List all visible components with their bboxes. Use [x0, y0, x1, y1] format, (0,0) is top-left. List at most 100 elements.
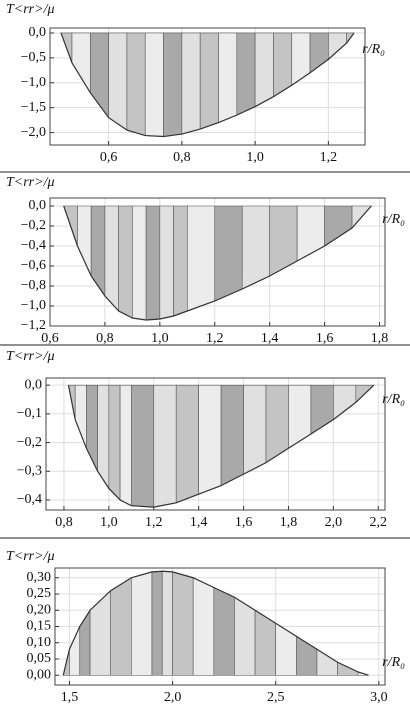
- stripe: [108, 384, 121, 501]
- y-tick-label: 0,15: [27, 619, 52, 634]
- stripe: [153, 384, 177, 508]
- x-tick-label: 0,8: [96, 331, 114, 346]
- x-tick-label: 1,6: [316, 331, 334, 346]
- x-tick-label: 1,2: [145, 515, 163, 530]
- stripe: [79, 609, 91, 676]
- x-tick-label: 0,6: [100, 150, 118, 165]
- stripe: [161, 570, 173, 676]
- plot-frame: [54, 567, 386, 686]
- x-tick-label: 2,0: [325, 515, 343, 530]
- stripe: [151, 570, 163, 676]
- x-tick-label: 1,4: [190, 515, 208, 530]
- x-tick-label: 1,8: [371, 331, 389, 346]
- x-tick-label: 1,2: [320, 150, 338, 165]
- y-tick-label: 0,0: [29, 198, 47, 213]
- stripe: [218, 32, 238, 124]
- stripe: [254, 609, 276, 676]
- x-axis-label: r/R₀: [382, 655, 405, 670]
- stripe: [74, 384, 87, 449]
- x-tick-label: 0,8: [173, 150, 191, 165]
- stripe: [110, 577, 132, 676]
- y-tick-label: −1,5: [21, 100, 46, 115]
- stripe: [309, 32, 329, 74]
- x-tick-label: 1,4: [261, 331, 279, 346]
- y-axis-label: T<rr>/μ: [6, 2, 55, 17]
- y-tick-label: −0,6: [21, 258, 46, 273]
- stripe: [71, 32, 91, 94]
- x-tick-label: 1,5: [61, 690, 79, 705]
- y-tick-label: 0,05: [27, 651, 52, 666]
- x-tick-label: 1,6: [235, 515, 253, 530]
- x-axis-label: r/R₀: [362, 42, 385, 57]
- x-tick-label: 2,2: [370, 515, 388, 530]
- x-tick-label: 0,8: [55, 515, 73, 530]
- y-tick-label: −1,2: [21, 318, 46, 333]
- stripe: [131, 571, 153, 676]
- y-tick-label: −0,2: [17, 435, 42, 450]
- stripe: [241, 205, 270, 290]
- stripe: [181, 32, 201, 135]
- stripe: [89, 590, 111, 676]
- stripe: [126, 32, 146, 136]
- y-tick-label: 0,25: [27, 586, 52, 601]
- stripe: [288, 384, 312, 449]
- x-tick-label: 1,8: [280, 515, 298, 530]
- stripe: [69, 626, 81, 676]
- stripe: [104, 205, 119, 312]
- x-tick-label: 2,0: [164, 690, 182, 705]
- stripe: [199, 32, 219, 130]
- stripe: [254, 32, 274, 108]
- stripe: [324, 205, 353, 247]
- y-tick-label: −0,4: [17, 492, 42, 507]
- curve: [63, 205, 372, 321]
- y-tick-label: 0,20: [27, 602, 52, 617]
- stripe: [144, 32, 164, 137]
- y-tick-label: 0,0: [25, 377, 43, 392]
- curve: [60, 32, 355, 138]
- stripe: [90, 205, 106, 297]
- y-axis-label: T<rr>/μ: [6, 549, 55, 564]
- stripe: [214, 205, 243, 302]
- stripe: [172, 571, 194, 676]
- stripe: [163, 32, 183, 137]
- plot-frame: [49, 197, 386, 327]
- stripe: [198, 384, 222, 495]
- y-tick-label: −2,0: [21, 125, 46, 140]
- x-axis-label: r/R₀: [382, 212, 405, 227]
- y-tick-label: −0,5: [21, 50, 46, 65]
- y-tick-label: 0,30: [27, 570, 52, 585]
- stripe: [175, 384, 199, 504]
- stripe: [119, 384, 132, 507]
- stripe: [213, 587, 235, 676]
- y-tick-label: −0,2: [21, 218, 46, 233]
- stripe: [296, 205, 325, 262]
- plot-frame: [45, 377, 386, 511]
- stripe: [316, 648, 338, 676]
- x-tick-label: 0,6: [41, 331, 59, 346]
- stripe: [236, 32, 256, 116]
- stripe: [131, 384, 155, 508]
- stripe: [108, 32, 128, 131]
- y-tick-label: −0,3: [17, 463, 42, 478]
- y-tick-label: −1,0: [21, 75, 46, 90]
- stripe: [132, 205, 147, 321]
- plot-frame: [49, 27, 366, 146]
- curve: [62, 570, 369, 676]
- x-tick-label: 1,2: [206, 331, 224, 346]
- curve: [67, 384, 375, 508]
- stripe: [145, 205, 161, 321]
- y-tick-label: 0,0: [29, 25, 47, 40]
- y-tick-label: −0,8: [21, 278, 46, 293]
- x-tick-label: 1,0: [151, 331, 169, 346]
- y-tick-label: 0,00: [27, 667, 52, 682]
- y-tick-label: −0,1: [17, 406, 42, 421]
- y-axis-label: T<rr>/μ: [6, 175, 55, 190]
- x-tick-label: 1,0: [100, 515, 118, 530]
- stripe: [159, 205, 174, 320]
- y-tick-label: 0,10: [27, 635, 52, 650]
- stripe: [243, 384, 267, 475]
- stripe: [220, 384, 244, 487]
- x-tick-label: 1,0: [246, 150, 264, 165]
- stripe: [291, 32, 311, 86]
